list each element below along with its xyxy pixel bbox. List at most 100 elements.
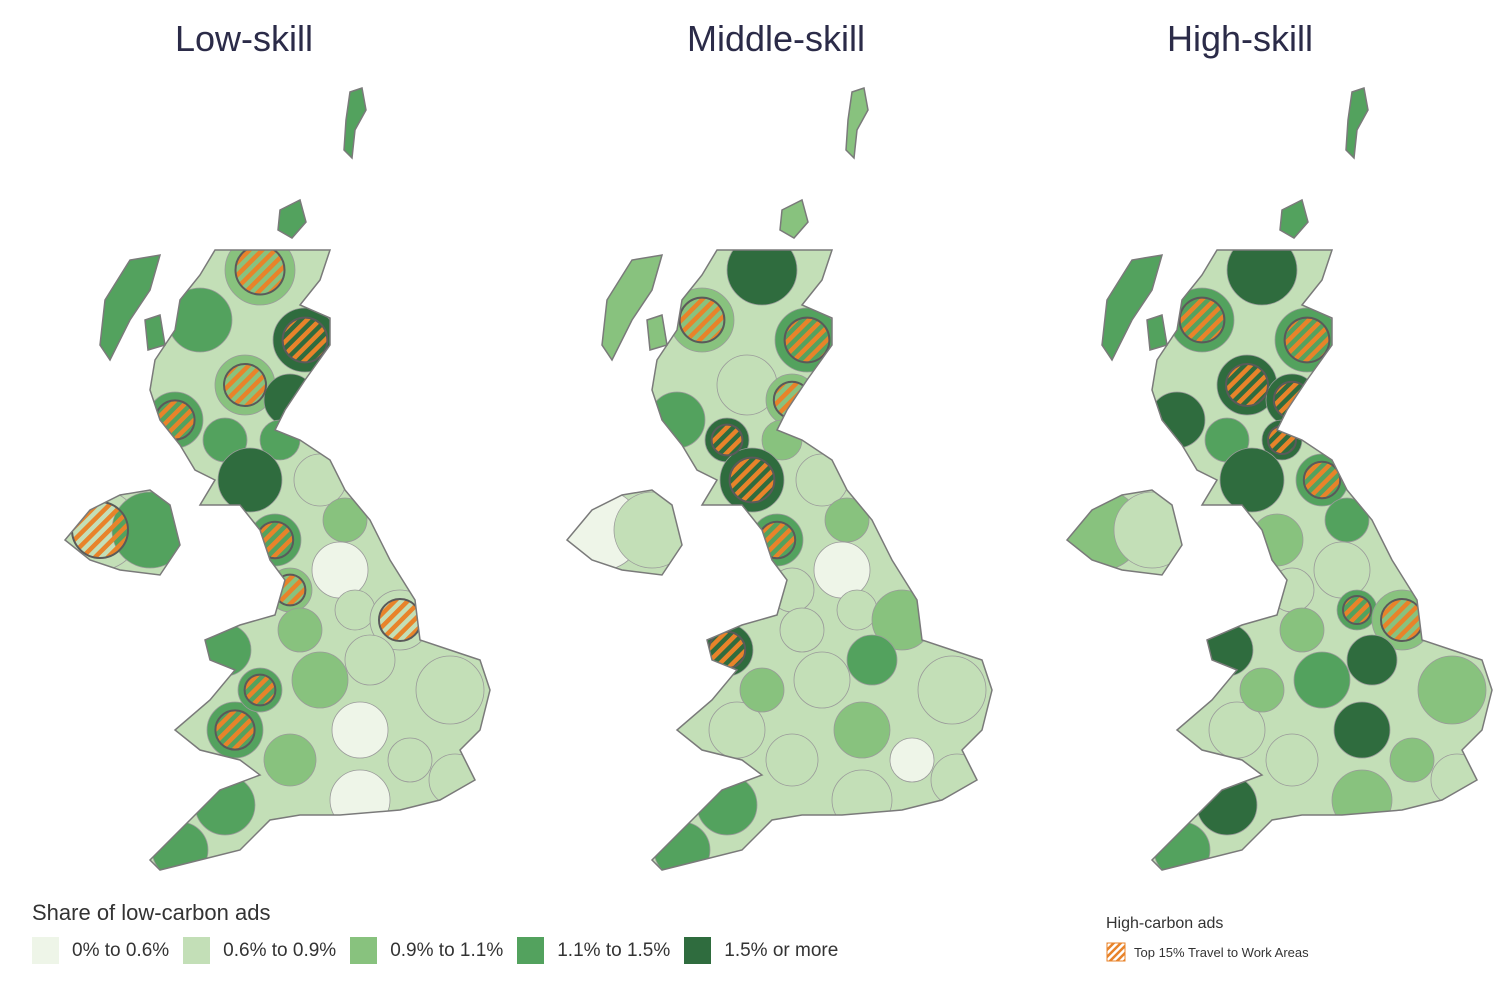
high-carbon-area	[243, 673, 277, 707]
high-carbon-area	[378, 598, 422, 642]
great-britain-outline	[650, 249, 993, 871]
island	[646, 314, 668, 351]
high-carbon-area	[1380, 598, 1424, 642]
high-carbon-area	[71, 501, 129, 559]
legend-item: 1.1% to 1.5%	[517, 937, 670, 964]
high-carbon-area	[757, 520, 797, 560]
travel-to-work-area	[1219, 447, 1285, 513]
travel-to-work-area	[277, 607, 323, 653]
high-carbon-area	[1267, 425, 1297, 455]
high-carbon-area	[154, 399, 196, 441]
legend-label: 0% to 0.6%	[72, 939, 170, 961]
legend-swatch	[32, 937, 59, 964]
travel-to-work-area	[1269, 567, 1315, 613]
island	[99, 254, 162, 362]
island	[343, 87, 367, 160]
travel-to-work-area	[795, 453, 849, 507]
legend-item: 1.5% or more	[684, 937, 838, 964]
travel-to-work-area	[917, 655, 987, 725]
island	[277, 198, 307, 239]
high-carbon-area	[214, 709, 256, 751]
travel-to-work-area	[846, 634, 898, 686]
northern-ireland-outline	[63, 489, 181, 576]
travel-to-work-area	[263, 733, 317, 787]
high-carbon-legend-title: High-carbon ads	[1106, 915, 1224, 932]
travel-to-work-area	[428, 753, 482, 807]
northern-ireland-outline	[565, 489, 683, 576]
travel-to-work-area	[217, 447, 283, 513]
island	[601, 254, 664, 362]
hatch-swatch-icon	[1106, 942, 1126, 962]
legend-label: 0.9% to 1.1%	[390, 939, 504, 961]
travel-to-work-area	[824, 497, 870, 543]
legend: 0% to 0.6% 0.6% to 0.9% 0.9% to 1.1% 1.1…	[32, 937, 852, 964]
legend-swatch	[684, 937, 712, 964]
travel-to-work-area	[779, 607, 825, 653]
travel-to-work-area	[769, 567, 815, 613]
travel-to-work-area	[726, 250, 798, 306]
high-carbon-area	[1302, 460, 1342, 500]
travel-to-work-area	[889, 737, 935, 783]
legend-item: 0.9% to 1.1%	[350, 937, 503, 964]
travel-to-work-area	[1331, 769, 1393, 831]
legend-swatch	[517, 937, 545, 964]
high-carbon-area	[710, 423, 744, 457]
high-carbon-area	[234, 250, 286, 296]
great-britain-outline	[148, 249, 491, 871]
travel-to-work-area	[1239, 667, 1285, 713]
travel-to-work-area	[1226, 250, 1298, 306]
travel-to-work-area	[311, 541, 369, 599]
travel-to-work-area	[387, 737, 433, 783]
travel-to-work-area	[1313, 541, 1371, 599]
travel-to-work-area	[1324, 497, 1370, 543]
travel-to-work-area	[1417, 655, 1487, 725]
travel-to-work-area	[831, 769, 893, 831]
travel-to-work-area	[813, 541, 871, 599]
panel-title-low-skill: Low-skill	[174, 18, 314, 59]
map-panel	[1065, 87, 1493, 871]
travel-to-work-area	[291, 651, 349, 709]
legend-label: 1.5% or more	[724, 939, 839, 961]
northern-ireland-outline	[1065, 489, 1183, 576]
island	[845, 87, 869, 160]
map-panel	[565, 87, 993, 871]
panel-title-high-skill: High-skill	[1166, 18, 1314, 59]
travel-to-work-area	[793, 651, 851, 709]
island	[779, 198, 809, 239]
travel-to-work-area	[1333, 701, 1391, 759]
travel-to-work-area	[331, 701, 389, 759]
travel-to-work-area	[930, 753, 984, 807]
map-panel	[63, 87, 491, 871]
island	[1345, 87, 1369, 160]
legend-label: 1.1% to 1.5%	[557, 939, 671, 961]
legend-title: Share of low-carbon ads	[32, 900, 271, 925]
high-carbon-area	[783, 316, 831, 364]
great-britain-outline	[1150, 249, 1493, 871]
legend-label: 0.6% to 0.9%	[223, 939, 337, 961]
island	[1101, 254, 1164, 362]
high-carbon-area	[255, 520, 295, 560]
travel-to-work-area	[836, 589, 878, 631]
travel-to-work-area	[263, 373, 317, 427]
travel-to-work-area	[167, 287, 233, 353]
high-carbon-area	[281, 316, 329, 364]
high-carbon-legend: Top 15% Travel to Work Areas	[1106, 942, 1309, 962]
island	[1279, 198, 1309, 239]
panel-title-middle-skill: Middle-skill	[686, 18, 866, 59]
high-carbon-legend-label: Top 15% Travel to Work Areas	[1134, 944, 1309, 960]
legend-item: 0.6% to 0.9%	[183, 937, 336, 964]
travel-to-work-area	[329, 769, 391, 831]
travel-to-work-area	[765, 733, 819, 787]
legend-swatch	[350, 937, 378, 964]
travel-to-work-area	[833, 701, 891, 759]
travel-to-work-area	[1389, 737, 1435, 783]
high-carbon-area	[1225, 363, 1269, 407]
travel-to-work-area	[1346, 634, 1398, 686]
travel-to-work-area	[322, 497, 368, 543]
high-carbon-area	[1283, 316, 1331, 364]
travel-to-work-area	[739, 667, 785, 713]
travel-to-work-area	[1250, 513, 1304, 567]
high-carbon-area	[1178, 296, 1226, 344]
legend-swatch	[183, 937, 211, 964]
travel-to-work-area	[415, 655, 485, 725]
